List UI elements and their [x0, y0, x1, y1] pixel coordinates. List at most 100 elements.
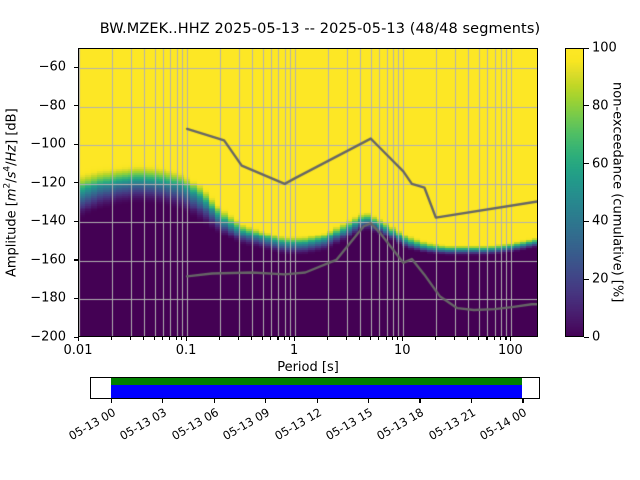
timeline-tick-label: 05-13 12	[271, 405, 324, 443]
x-axis-tick-label: 1	[290, 343, 299, 358]
x-axis-minor-tick-mark	[326, 337, 328, 340]
x-axis-minor-tick-mark	[477, 337, 479, 340]
x-axis-minor-tick-mark	[283, 337, 285, 340]
x-axis-minor-tick-mark	[391, 337, 393, 340]
noise-model-curves	[79, 49, 537, 336]
x-axis-minor-tick-mark	[493, 337, 495, 340]
x-axis-minor-tick-mark	[359, 337, 361, 340]
timeline-tick-mark	[419, 399, 421, 403]
data-coverage-timeline	[90, 377, 540, 399]
y-axis-tick-label: −200	[30, 329, 66, 345]
colorbar-tick-label: 20	[592, 271, 609, 287]
colorbar-tick-label: 0	[592, 329, 601, 345]
x-axis-major-tick-mark	[78, 337, 80, 341]
x-axis-tick-label: 0.01	[63, 343, 93, 358]
colorbar-tick-mark	[584, 105, 589, 107]
timeline-tick-mark	[110, 399, 112, 403]
y-axis-label-text: Amplitude [m2/s4/Hz] [dB]	[2, 108, 20, 277]
x-axis-minor-tick-mark	[289, 337, 291, 340]
x-axis-minor-tick-mark	[110, 337, 112, 340]
timeline-tick-mark	[470, 399, 473, 403]
page-title: BW.MZEK..HHZ 2025-05-13 -- 2025-05-13 (4…	[99, 21, 541, 37]
timeline-tick-label: 05-13 15	[323, 405, 376, 443]
x-axis-major-tick-mark	[186, 337, 188, 341]
colorbar-tick-mark	[584, 336, 589, 338]
x-axis-minor-tick-mark	[175, 337, 177, 340]
y-axis-tick-label: −60	[38, 59, 66, 75]
x-axis-minor-tick-mark	[277, 337, 279, 340]
y-axis-tick-mark	[74, 143, 78, 145]
x-axis-label: Period [s]	[277, 360, 339, 375]
x-axis-minor-tick-mark	[467, 337, 469, 340]
x-axis-minor-tick-mark	[499, 337, 502, 340]
timeline-tick-mark	[213, 399, 215, 403]
y-axis-tick-label: −120	[30, 175, 66, 191]
colorbar-tick-label: 40	[592, 213, 609, 229]
colorbar-tick-mark	[584, 163, 589, 165]
y-axis-tick-mark	[74, 105, 78, 107]
x-axis-tick-label: 0.1	[175, 343, 197, 358]
y-axis-tick-label: −160	[30, 252, 66, 268]
timeline-tick-mark	[316, 399, 318, 403]
y-axis-tick-mark	[74, 66, 78, 68]
coverage-band-blue	[110, 385, 523, 398]
y-axis-tick-mark	[74, 220, 78, 222]
colorbar	[565, 48, 584, 337]
timeline-tick-label: 05-13 03	[117, 405, 170, 443]
timeline-tick-mark	[368, 399, 370, 403]
colorbar-tick-mark	[584, 278, 589, 280]
x-axis-minor-tick-mark	[218, 337, 220, 340]
timeline-tick-mark	[162, 399, 164, 403]
x-axis-minor-tick-mark	[169, 337, 171, 340]
x-axis-minor-tick-mark	[397, 337, 399, 340]
x-axis-minor-tick-mark	[486, 337, 488, 340]
timeline-tick-label: 05-13 06	[168, 405, 221, 443]
x-axis-tick-label: 10	[394, 343, 411, 358]
x-axis-tick-label: 100	[497, 343, 523, 358]
x-axis-minor-tick-mark	[181, 337, 183, 340]
x-axis-minor-tick-mark	[385, 337, 387, 340]
y-axis-tick-label: −100	[30, 136, 66, 152]
x-axis-minor-tick-mark	[369, 337, 371, 340]
x-axis-minor-tick-mark	[378, 337, 380, 340]
x-axis-minor-tick-mark	[129, 337, 131, 340]
x-axis-minor-tick-mark	[162, 337, 164, 340]
y-axis-tick-mark	[74, 182, 78, 184]
coverage-band-green	[110, 378, 523, 385]
colorbar-tick-label: 100	[592, 40, 617, 56]
colorbar-tick-mark	[584, 47, 589, 49]
timeline-tick-label: 05-13 00	[65, 405, 118, 443]
colorbar-tick-label: 80	[592, 98, 609, 114]
timeline-tick-label: 05-13 09	[220, 405, 273, 443]
x-axis-minor-tick-mark	[434, 337, 436, 340]
ppsd-plot-area	[78, 48, 538, 337]
y-axis-tick-label: −80	[38, 98, 66, 114]
timeline-tick-label: 05-13 21	[426, 405, 478, 443]
x-axis-minor-tick-mark	[261, 337, 263, 340]
x-axis-minor-tick-mark	[270, 337, 272, 340]
x-axis-minor-tick-mark	[153, 337, 155, 340]
colorbar-gradient	[566, 49, 583, 336]
y-axis-tick-mark	[74, 259, 78, 261]
x-axis-minor-tick-mark	[251, 337, 253, 340]
x-axis-major-tick-mark	[402, 337, 404, 341]
y-axis-tick-mark	[74, 297, 78, 300]
colorbar-tick-label: 60	[592, 156, 609, 172]
x-axis-major-tick-mark	[294, 337, 296, 341]
y-axis-tick-mark	[74, 336, 78, 338]
colorbar-tick-mark	[584, 220, 589, 222]
timeline-tick-label: 05-14 00	[477, 405, 530, 443]
x-axis-minor-tick-mark	[345, 337, 347, 340]
y-axis-label: Amplitude [m2/s4/Hz] [dB]	[2, 50, 20, 335]
y-axis-tick-label: −180	[30, 290, 66, 306]
x-axis-minor-tick-mark	[143, 337, 145, 340]
timeline-tick-label: 05-13 18	[374, 405, 427, 443]
timeline-tick-mark	[265, 399, 267, 403]
x-axis-minor-tick-mark	[505, 337, 507, 340]
colorbar-label: non-exceedance (cumulative) [%]	[609, 82, 625, 303]
x-axis-major-tick-mark	[510, 337, 512, 341]
x-axis-minor-tick-mark	[453, 337, 455, 340]
x-axis-minor-tick-mark	[237, 337, 239, 340]
y-axis-tick-label: −140	[30, 213, 66, 229]
